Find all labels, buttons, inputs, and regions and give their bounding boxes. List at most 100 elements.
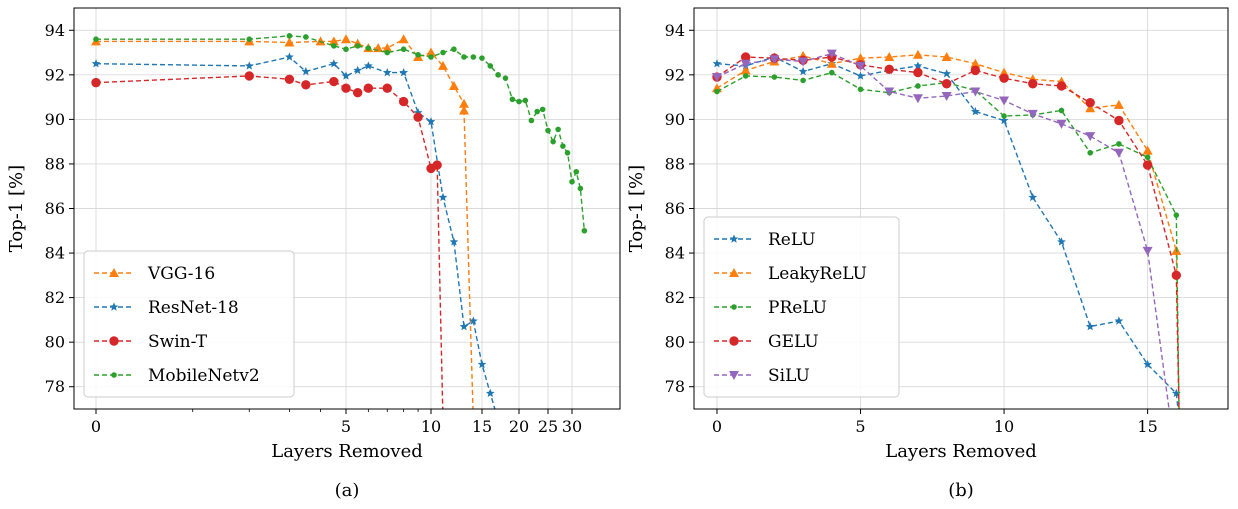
legend-label: PReLU [768, 298, 827, 318]
data-point [826, 49, 837, 59]
data-point [459, 98, 470, 108]
data-point [1116, 141, 1122, 147]
data-point [426, 47, 436, 57]
data-point [303, 34, 309, 40]
data-point [415, 51, 421, 58]
legend-marker [731, 304, 737, 310]
legend-label: VGG-16 [147, 264, 215, 284]
data-point [284, 74, 295, 84]
data-point [913, 67, 923, 78]
panel-caption: (b) [948, 480, 974, 501]
legend: ReLU LeakyReLU PReLU GELU SiLU [703, 216, 900, 398]
y-tick-label: 92 [45, 65, 65, 84]
legend-entry: PReLU [714, 298, 827, 318]
data-point [913, 61, 923, 70]
legend-marker [729, 336, 739, 346]
data-point [884, 87, 895, 97]
data-point [461, 54, 467, 60]
data-point [577, 185, 584, 192]
series-silu [711, 49, 1170, 409]
data-point [1173, 212, 1180, 218]
data-point [398, 34, 409, 44]
data-point [915, 83, 921, 89]
legend-label: MobileNetv2 [148, 366, 260, 386]
legend-box [703, 216, 900, 398]
data-point [884, 64, 894, 74]
data-point [440, 49, 446, 56]
data-point [912, 94, 923, 104]
legend-entry: GELU [714, 332, 819, 352]
data-point [539, 106, 546, 113]
data-point [550, 138, 556, 145]
data-point [301, 80, 311, 90]
data-point [1113, 99, 1124, 109]
data-point [284, 37, 295, 47]
data-point [365, 45, 372, 51]
series-group [711, 49, 1182, 409]
data-point [1058, 107, 1065, 114]
data-point [459, 321, 469, 331]
x-axis-label: Layers Removed [271, 441, 423, 462]
data-point [581, 227, 588, 234]
x-tick-label: 0 [91, 417, 101, 436]
data-point [941, 91, 952, 101]
series-vgg-16 [91, 34, 474, 409]
data-point [800, 77, 806, 84]
data-point [382, 43, 393, 53]
data-point [740, 65, 751, 75]
data-point [398, 96, 409, 107]
legend-marker [109, 302, 119, 311]
data-point [93, 36, 99, 42]
series-swin-t [91, 71, 444, 409]
legend-marker [109, 336, 119, 346]
data-point [384, 49, 391, 56]
series-line [716, 56, 1180, 409]
x-tick-label: 25 [538, 417, 558, 436]
data-point [1028, 79, 1038, 89]
y-tick-label: 86 [45, 199, 65, 218]
legend-entry: LeakyReLU [714, 264, 867, 284]
ticks: 78 80 82 84 86 88 90 92 94 0 5 10 15 [665, 21, 1158, 436]
y-axis-label: Top-1 [%] [626, 165, 647, 252]
data-point [564, 150, 571, 156]
x-tick-label: 10 [994, 417, 1014, 436]
data-point [1114, 316, 1124, 325]
data-point [485, 388, 495, 398]
legend-box [83, 250, 295, 398]
data-point [286, 33, 293, 39]
series-resnet-18 [91, 52, 496, 409]
data-point [459, 105, 470, 115]
x-tick-label: 0 [712, 417, 722, 436]
data-point [437, 60, 448, 70]
series-line [716, 54, 1180, 409]
data-point [516, 98, 522, 105]
data-point [798, 66, 808, 76]
y-tick-label: 78 [45, 377, 65, 396]
y-tick-label: 94 [45, 21, 65, 40]
data-point [449, 237, 459, 246]
data-point [1113, 148, 1124, 158]
data-point [363, 61, 373, 70]
data-point [857, 86, 864, 93]
data-point [329, 76, 339, 87]
data-point [1171, 388, 1181, 398]
chart-a: 78 80 82 84 86 88 90 92 94 0 5 10 15 20 25 30 Layers Rem… [6, 7, 621, 501]
x-axis-label: Layers Removed [885, 441, 1037, 462]
data-point [941, 79, 952, 89]
data-point [573, 168, 580, 175]
data-point [855, 53, 866, 63]
data-point [712, 59, 722, 68]
data-point [428, 54, 434, 60]
data-point [942, 69, 952, 78]
x-tick-label: 30 [562, 417, 582, 436]
x-tick-label: 15 [1137, 417, 1157, 436]
data-point [331, 43, 337, 49]
data-point [399, 68, 409, 77]
data-point [353, 65, 363, 75]
x-tick-label: 5 [341, 417, 351, 436]
data-point [560, 143, 566, 149]
series-mobilenetv2 [93, 33, 588, 234]
data-point [534, 108, 540, 115]
data-point [941, 52, 952, 62]
